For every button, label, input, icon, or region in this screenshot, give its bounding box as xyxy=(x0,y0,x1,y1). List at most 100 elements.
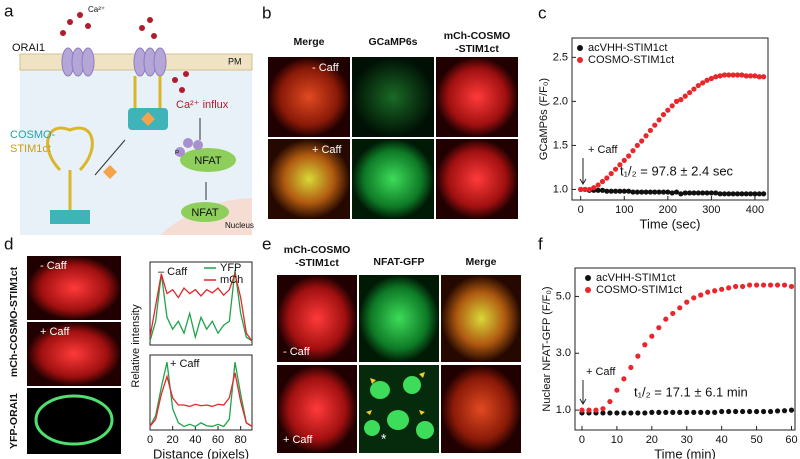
side-label: mCh-COSMO-STIM1ct xyxy=(8,266,20,377)
data-point xyxy=(756,74,762,80)
data-point xyxy=(684,299,690,305)
data-point xyxy=(635,410,641,416)
data-point xyxy=(739,72,745,78)
data-point xyxy=(673,98,680,104)
x-tick-label: 0 xyxy=(579,434,585,446)
data-point xyxy=(621,410,627,416)
ligand xyxy=(141,112,155,126)
data-point xyxy=(617,188,623,194)
data-point xyxy=(747,73,754,79)
data-point xyxy=(708,75,714,82)
diagram-label: Ca²⁺ influx xyxy=(176,99,229,111)
data-point xyxy=(788,407,795,413)
p-icon xyxy=(193,140,203,150)
data-point xyxy=(682,93,688,99)
diagram-label: P xyxy=(175,151,179,157)
data-point xyxy=(684,409,690,415)
y-tick-label: 1.0 xyxy=(553,183,568,195)
data-point xyxy=(781,408,788,414)
data-point xyxy=(733,408,739,415)
data-point xyxy=(740,408,746,415)
data-point xyxy=(635,353,641,359)
x-tick-label: 20 xyxy=(646,434,658,446)
ligand xyxy=(103,165,117,179)
diagram-label: NFAT xyxy=(191,207,219,219)
data-point xyxy=(660,189,667,195)
data-point xyxy=(705,289,711,295)
data-point xyxy=(747,191,754,197)
x-tick-label: 40 xyxy=(189,434,201,446)
data-point xyxy=(639,189,645,195)
data-line xyxy=(149,361,253,428)
data-point xyxy=(760,282,767,288)
data-point xyxy=(652,122,658,128)
data-point xyxy=(752,191,758,197)
data-line xyxy=(149,372,253,427)
arrow-head xyxy=(579,398,587,405)
x-tick-label: 10 xyxy=(611,434,623,446)
x-tick-label: 40 xyxy=(716,434,728,446)
data-point xyxy=(604,175,610,181)
data-point xyxy=(774,282,781,288)
data-point xyxy=(656,117,662,123)
data-point xyxy=(760,408,767,415)
y-axis-label: Relative intensity xyxy=(130,304,142,388)
data-point xyxy=(660,111,667,118)
data-point xyxy=(708,190,714,196)
data-point xyxy=(634,142,640,149)
diagram: ORAI1 Ca²⁺ PM COSMO- STIM1ct Ca²⁺ influx… xyxy=(10,5,254,235)
diagram-label: COSMO- xyxy=(10,129,56,141)
row-label: + Caff xyxy=(283,434,313,446)
x-tick-label: 60 xyxy=(785,434,797,446)
x-tick-label: 80 xyxy=(235,434,247,446)
data-point xyxy=(753,408,760,415)
data-point xyxy=(704,77,710,83)
data-point xyxy=(740,283,746,290)
data-point xyxy=(656,325,662,331)
data-point xyxy=(670,409,676,415)
data-point xyxy=(586,407,592,413)
micrographs-b xyxy=(268,57,518,219)
column-header: GCaMP6s xyxy=(368,36,417,48)
data-point xyxy=(719,286,725,292)
legend-label: YFP xyxy=(220,262,241,274)
column-header: NFAT-GFP xyxy=(373,256,424,268)
panel-label: b xyxy=(262,3,271,22)
data-line xyxy=(149,269,253,342)
data-point xyxy=(621,157,627,163)
arrow xyxy=(199,118,207,200)
y-axis-label: GCaMP6s (F/F₀) xyxy=(538,78,550,160)
data-point xyxy=(691,295,697,301)
panel-label: e xyxy=(262,234,271,253)
data-point xyxy=(767,408,774,415)
data-point xyxy=(614,387,620,393)
diagram-label: Nucleus xyxy=(225,221,254,230)
data-point xyxy=(700,80,706,86)
data-point xyxy=(726,285,732,291)
data-point xyxy=(665,189,671,195)
data-point xyxy=(628,410,634,416)
data-point xyxy=(642,342,648,348)
row-label: - Caff xyxy=(312,62,340,74)
data-point xyxy=(700,190,706,196)
data-point xyxy=(719,408,725,415)
y-tick-label: 5.0 xyxy=(556,290,571,302)
data-point xyxy=(677,409,683,415)
data-point xyxy=(604,188,610,194)
legend-label: acVHH-STIM1ct xyxy=(596,272,675,284)
x-tick-label: 0 xyxy=(578,204,584,216)
sensor-base xyxy=(50,210,90,224)
panel-label: c xyxy=(538,3,547,22)
data-point xyxy=(698,409,704,415)
data-point xyxy=(599,187,606,193)
data-point xyxy=(712,288,718,294)
data-point xyxy=(695,190,701,196)
annotation: + Caff xyxy=(170,358,200,370)
y-axis-label: Nuclear NFAT-GFP (F/F₀) xyxy=(541,286,553,411)
data-point xyxy=(753,282,760,288)
x-tick-label: 30 xyxy=(681,434,693,446)
ion-dots xyxy=(60,12,189,93)
data-point xyxy=(612,166,619,172)
annotation: t₁/₂ = 97.8 ± 2.4 sec xyxy=(620,163,734,178)
